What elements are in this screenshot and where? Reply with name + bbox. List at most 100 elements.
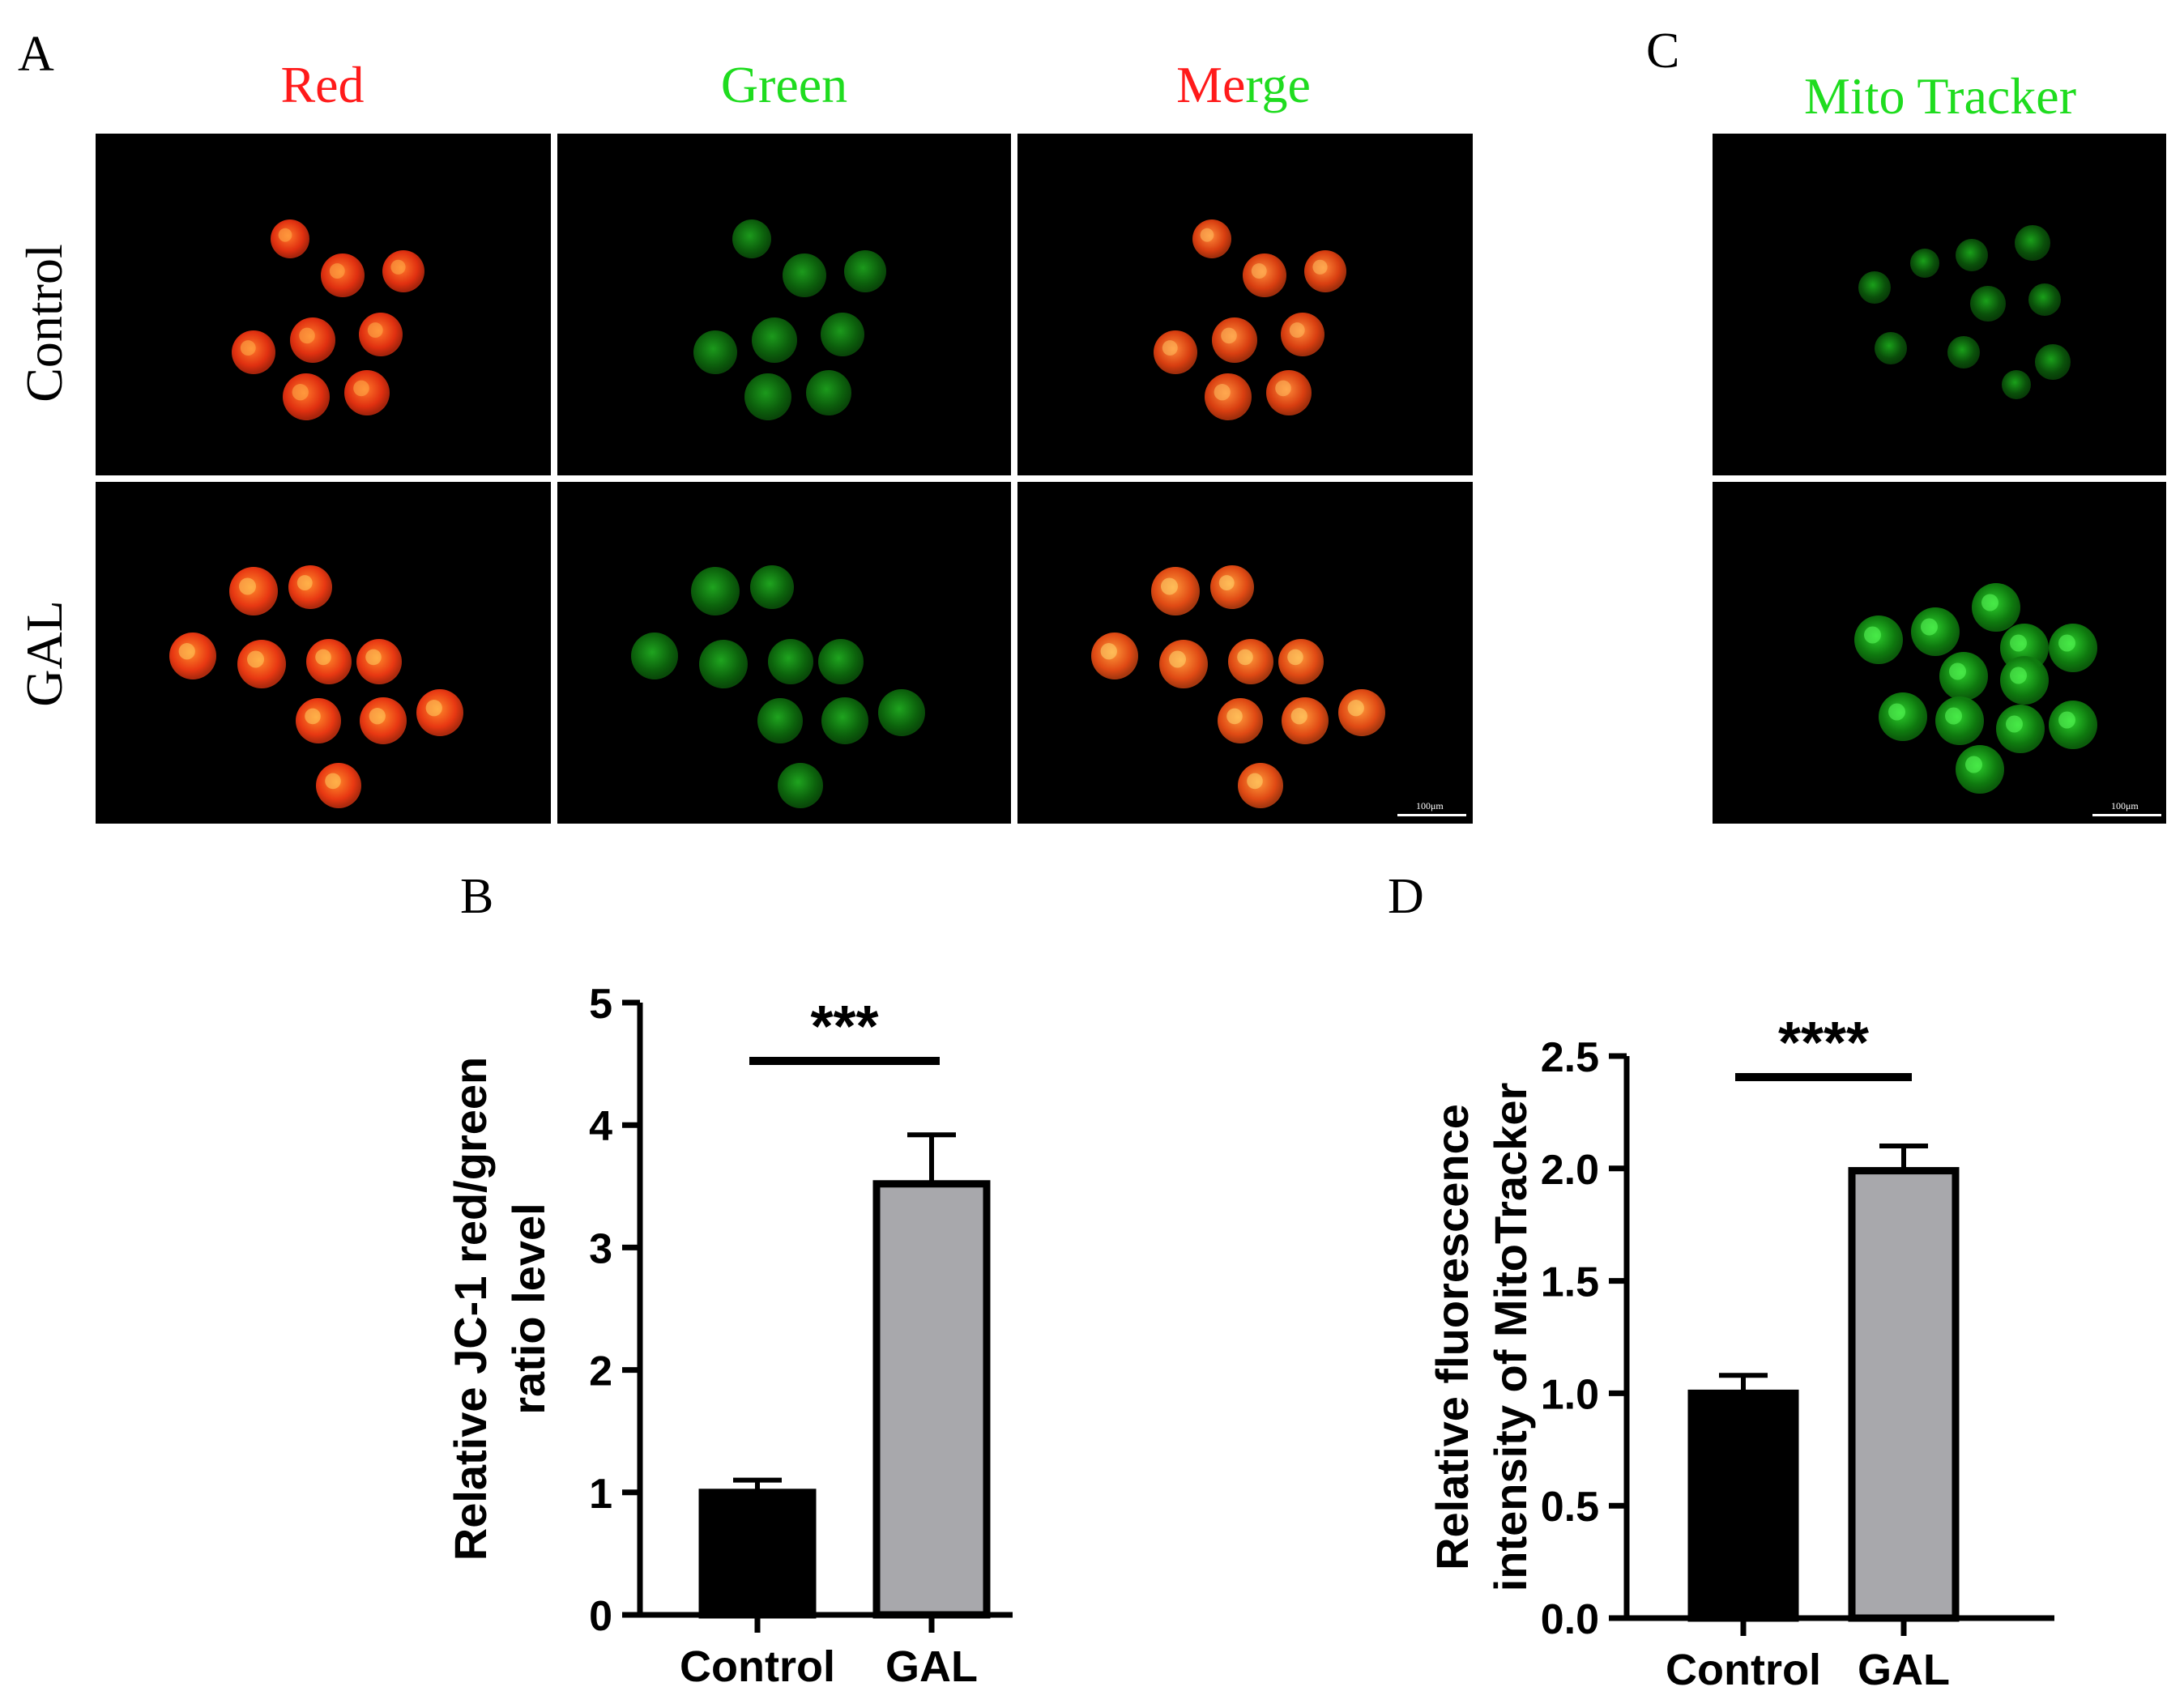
cell-highlight	[1347, 700, 1364, 717]
bar-gal	[872, 1180, 991, 1619]
x-tick-label: Control	[680, 1642, 835, 1691]
x-tick-label: GAL	[1858, 1646, 1950, 1694]
cell-highlight	[329, 263, 345, 279]
scale-bar-a	[1397, 814, 1466, 816]
cell-blob	[750, 565, 794, 609]
cell-blob	[1875, 332, 1907, 364]
cell-highlight	[296, 575, 313, 591]
y-tick-label: 2.5	[1541, 1034, 1599, 1081]
cell-highlight	[1100, 643, 1117, 660]
cell-blob	[768, 639, 813, 684]
y-axis-label: ratio level	[503, 1203, 554, 1414]
cell-blob	[783, 253, 826, 297]
cell-highlight	[1169, 650, 1186, 668]
cell-highlight	[2058, 634, 2075, 652]
panel-label-a: A	[18, 27, 54, 82]
cell-highlight	[369, 708, 386, 725]
image-gal-merge	[1017, 482, 1473, 824]
cell-blob	[1956, 239, 1988, 271]
y-tick-label: 0.5	[1541, 1484, 1599, 1531]
cell-highlight	[1218, 575, 1235, 591]
cell-highlight	[178, 643, 195, 660]
scale-bar-c	[2092, 814, 2161, 816]
merge-part-red: Me	[1176, 56, 1246, 113]
panel-label-d: D	[1388, 869, 1424, 924]
cell-blob	[744, 373, 791, 420]
y-tick-label: 4	[589, 1103, 612, 1150]
cell-highlight	[1237, 649, 1253, 666]
cell-blob	[693, 330, 737, 374]
cell-blob	[691, 567, 740, 615]
image-control-merge	[1017, 134, 1473, 475]
y-axis-label: intensity of MitoTracker	[1485, 1083, 1536, 1592]
image-mito-gal	[1713, 482, 2166, 824]
cell-highlight	[1888, 703, 1905, 721]
cell-highlight	[1290, 708, 1307, 725]
image-mito-control	[1713, 134, 2166, 475]
cell-blob	[2035, 344, 2071, 380]
y-tick-label: 2.0	[1541, 1147, 1599, 1194]
bar-gal	[1848, 1167, 1960, 1622]
cell-highlight	[367, 322, 383, 339]
column-header-red: Red	[280, 56, 365, 113]
cell-highlight	[315, 649, 331, 666]
y-tick-label: 1.0	[1541, 1371, 1599, 1418]
cell-blob	[818, 639, 864, 684]
chart-b: 0 1 2 3 4 5 Control GAL *** Relative JC-1 red/gre…	[445, 981, 1013, 1691]
bar-control	[1687, 1389, 1799, 1622]
significance-stars: ****	[1778, 1011, 1869, 1075]
cell-highlight	[1161, 577, 1178, 595]
column-header-merge: Merge	[1138, 55, 1349, 115]
column-header-green: Green	[720, 56, 848, 113]
image-control-red	[96, 134, 551, 475]
cell-highlight	[1981, 594, 1998, 611]
cell-blob	[806, 370, 851, 415]
cell-highlight	[390, 259, 406, 275]
cell-highlight	[1251, 263, 1267, 279]
image-control-green	[557, 134, 1011, 475]
cell-highlight	[1214, 384, 1231, 401]
cell-highlight	[353, 380, 369, 397]
cell-highlight	[299, 327, 315, 344]
cell-highlight	[247, 650, 264, 668]
cell-highlight	[1289, 322, 1305, 339]
cell-highlight	[1247, 773, 1263, 790]
y-tick-label: 1.5	[1541, 1259, 1599, 1306]
panel-label-c: C	[1646, 23, 1680, 79]
y-tick-label: 0.0	[1541, 1596, 1599, 1643]
panel-label-b: B	[460, 869, 494, 924]
cell-blob	[2002, 370, 2031, 399]
cell-highlight	[2058, 711, 2075, 729]
image-gal-green	[557, 482, 1011, 824]
cell-blob	[699, 640, 748, 688]
cell-blob	[1910, 249, 1939, 278]
cell-blob	[757, 698, 803, 743]
cell-blob	[732, 219, 771, 258]
merge-part-green: rge	[1245, 56, 1311, 113]
scale-bar-a-label: 100μm	[1416, 800, 1444, 811]
cell-blob	[878, 689, 925, 736]
cell-blob	[631, 633, 678, 679]
cell-highlight	[1945, 707, 1962, 725]
cell-highlight	[1965, 756, 1982, 773]
cell-highlight	[425, 700, 442, 717]
cell-highlight	[1949, 662, 1966, 680]
cell-highlight	[1221, 327, 1237, 344]
cell-highlight	[1864, 626, 1881, 644]
cell-blob	[2015, 225, 2050, 261]
y-tick-label: 2	[589, 1348, 612, 1395]
cell-highlight	[1312, 259, 1328, 275]
cell-highlight	[1275, 380, 1291, 397]
cell-blob	[1858, 271, 1891, 304]
mito-tracker-title: Mito Tracker	[1804, 67, 2076, 125]
cell-blob	[752, 317, 797, 363]
y-tick-label: 1	[589, 1471, 612, 1518]
y-tick-label: 5	[589, 981, 612, 1028]
cell-highlight	[239, 577, 256, 595]
cell-blob	[2028, 283, 2061, 316]
cell-highlight	[240, 340, 256, 356]
x-tick-label: GAL	[885, 1642, 978, 1691]
cell-highlight	[1162, 340, 1178, 356]
cell-blob	[778, 763, 823, 808]
